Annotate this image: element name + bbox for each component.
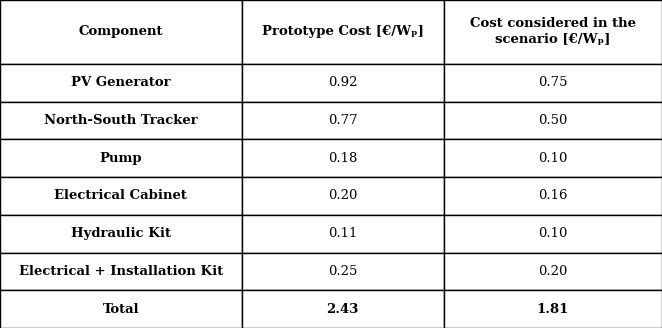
Bar xyxy=(0,64,242,102)
Bar xyxy=(444,215,662,253)
Text: 0.25: 0.25 xyxy=(328,265,357,278)
Text: Prototype Cost [€/Wₚ]: Prototype Cost [€/Wₚ] xyxy=(261,26,424,38)
Bar xyxy=(0,177,242,215)
Text: Pump: Pump xyxy=(99,152,142,165)
Text: North-South Tracker: North-South Tracker xyxy=(44,114,198,127)
Text: 2.43: 2.43 xyxy=(326,303,359,316)
Bar xyxy=(444,0,662,64)
Bar xyxy=(242,139,444,177)
Bar xyxy=(0,253,242,290)
Text: Cost considered in the
scenario [€/Wₚ]: Cost considered in the scenario [€/Wₚ] xyxy=(470,17,636,47)
Text: Hydraulic Kit: Hydraulic Kit xyxy=(71,227,171,240)
Text: 0.20: 0.20 xyxy=(538,265,567,278)
Bar xyxy=(242,177,444,215)
Text: 0.75: 0.75 xyxy=(538,76,567,89)
Text: 0.77: 0.77 xyxy=(328,114,357,127)
Bar xyxy=(444,102,662,139)
Text: 0.16: 0.16 xyxy=(538,190,567,202)
Bar xyxy=(444,253,662,290)
Text: 0.20: 0.20 xyxy=(328,190,357,202)
Bar xyxy=(0,139,242,177)
Bar xyxy=(444,290,662,328)
Text: 0.18: 0.18 xyxy=(328,152,357,165)
Bar xyxy=(0,215,242,253)
Bar xyxy=(242,64,444,102)
Text: Total: Total xyxy=(103,303,139,316)
Text: 0.11: 0.11 xyxy=(328,227,357,240)
Bar xyxy=(0,290,242,328)
Bar xyxy=(242,0,444,64)
Bar xyxy=(444,177,662,215)
Text: 1.81: 1.81 xyxy=(537,303,569,316)
Bar xyxy=(242,290,444,328)
Bar xyxy=(0,0,242,64)
Text: 0.92: 0.92 xyxy=(328,76,357,89)
Text: 0.10: 0.10 xyxy=(538,152,567,165)
Text: Electrical Cabinet: Electrical Cabinet xyxy=(54,190,187,202)
Text: 0.10: 0.10 xyxy=(538,227,567,240)
Bar xyxy=(0,102,242,139)
Bar xyxy=(444,139,662,177)
Text: PV Generator: PV Generator xyxy=(71,76,171,89)
Bar xyxy=(242,215,444,253)
Text: Component: Component xyxy=(79,26,163,38)
Bar xyxy=(242,253,444,290)
Text: Electrical + Installation Kit: Electrical + Installation Kit xyxy=(19,265,223,278)
Text: 0.50: 0.50 xyxy=(538,114,567,127)
Bar xyxy=(444,64,662,102)
Bar xyxy=(242,102,444,139)
